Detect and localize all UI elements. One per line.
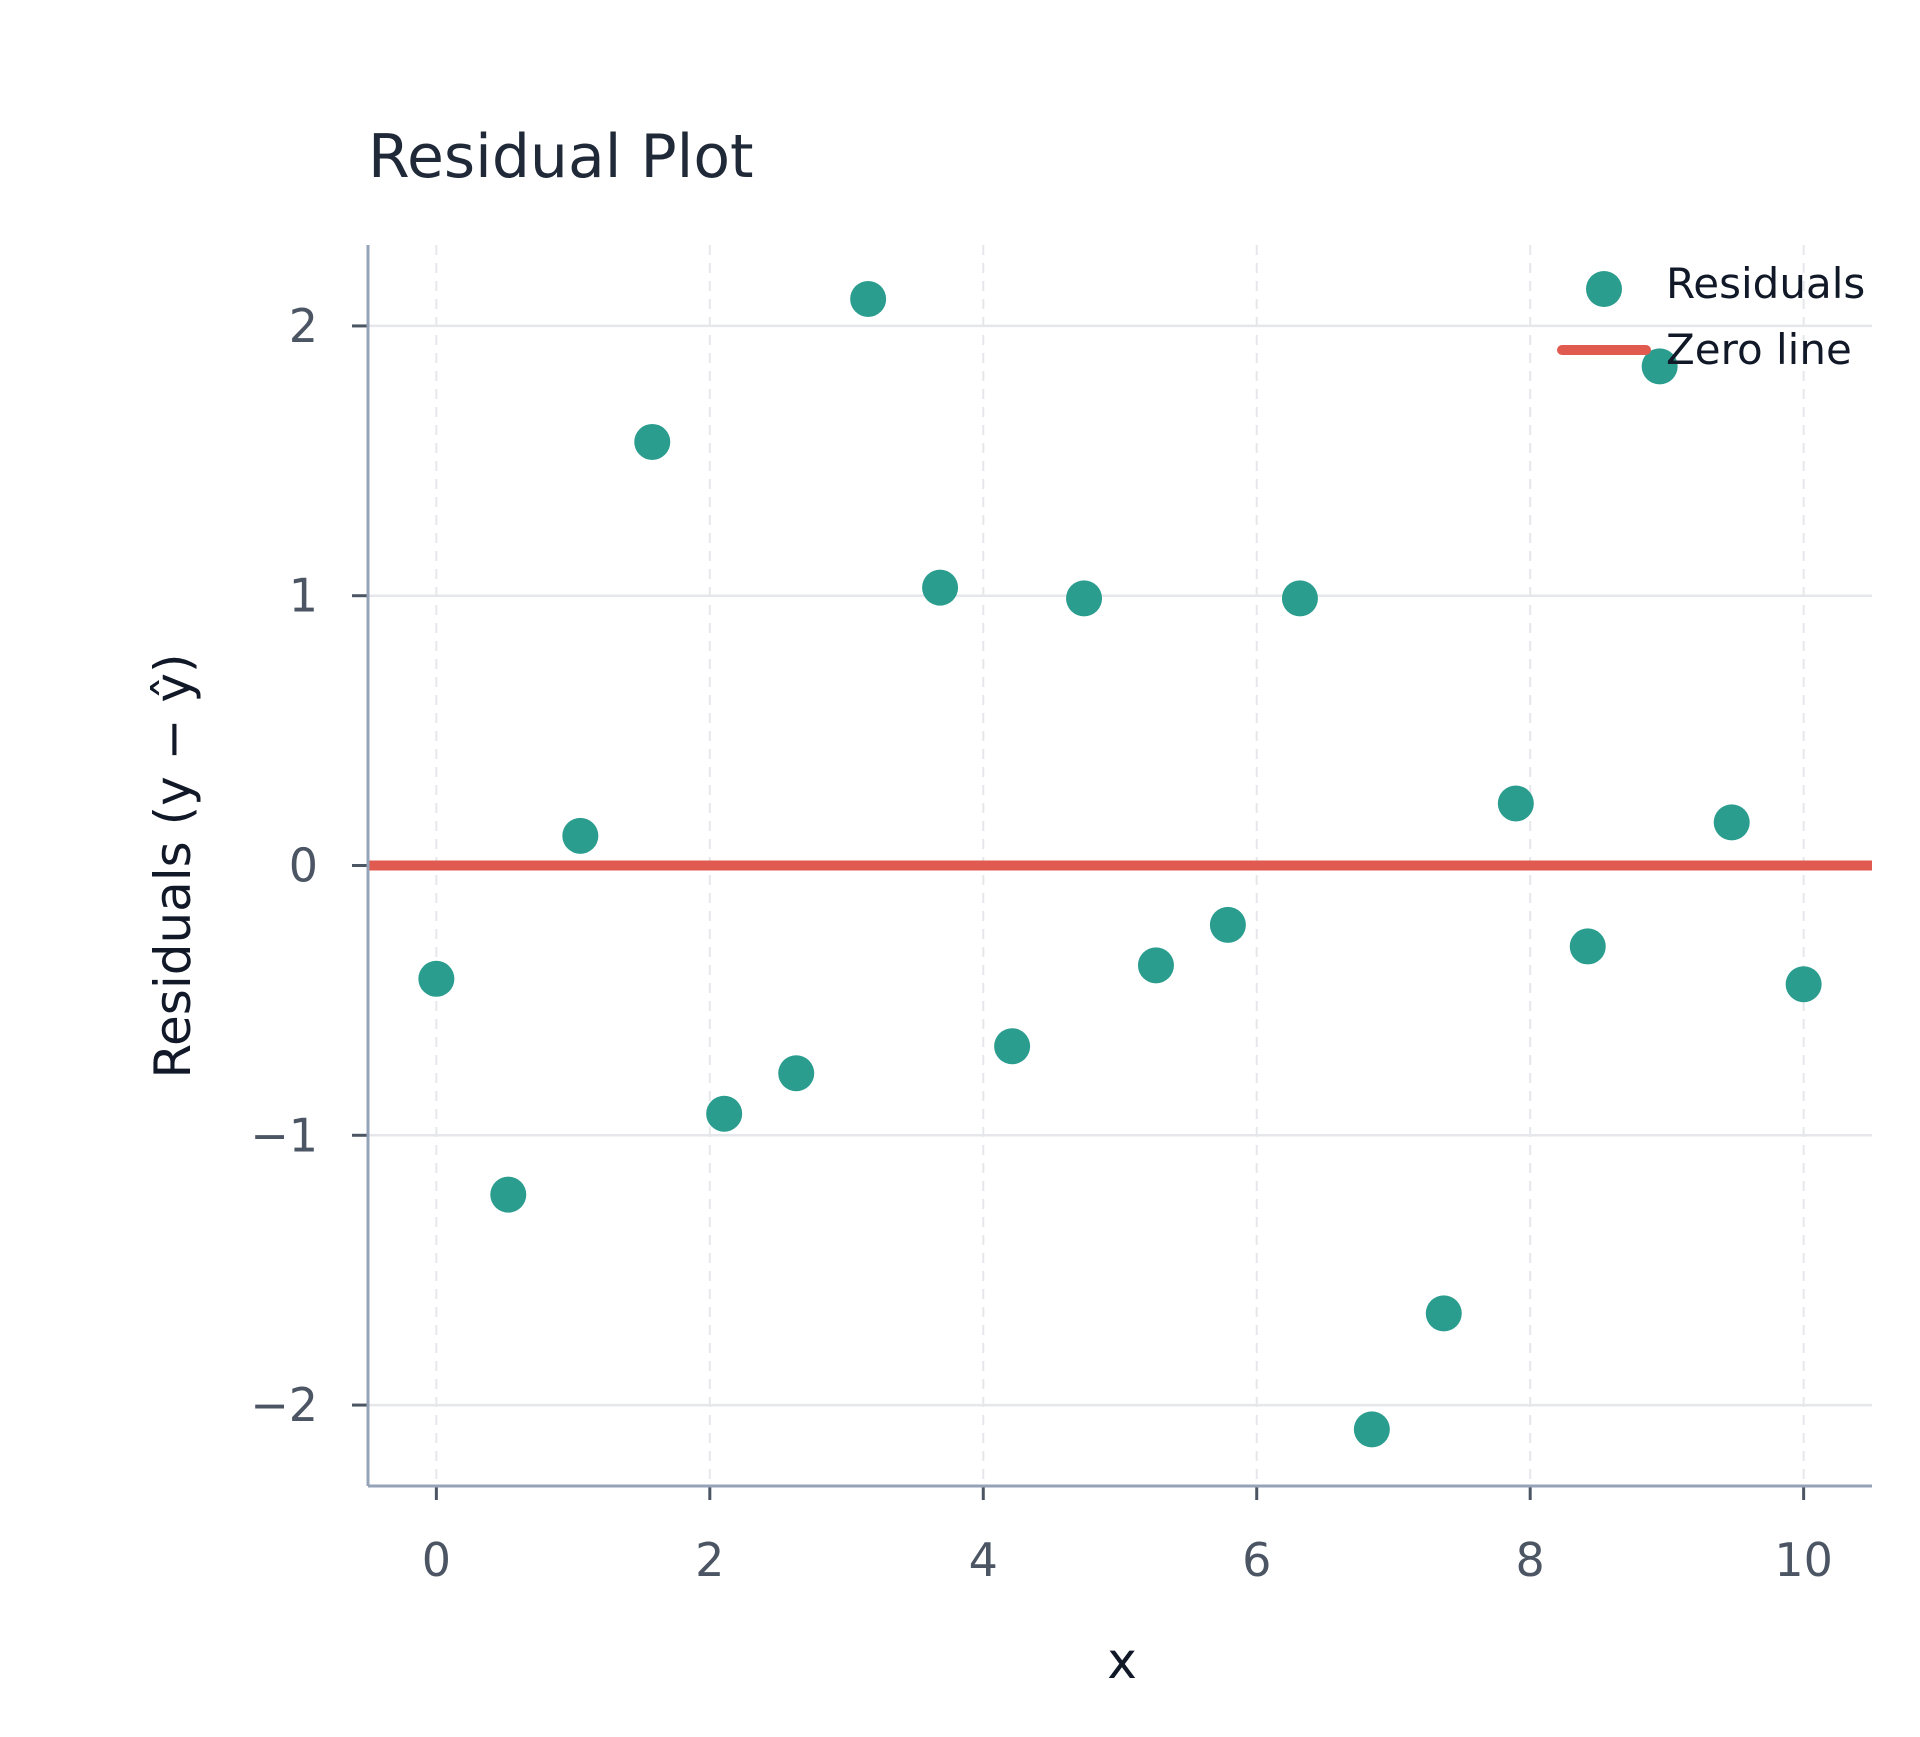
residual-point (1785, 966, 1822, 1003)
x-tick-label: 10 (1774, 1533, 1833, 1587)
y-tick-label: −1 (250, 1108, 318, 1162)
residual-point (1066, 580, 1103, 617)
legend: Residuals Zero line (1557, 259, 1865, 374)
y-tick-label: 0 (289, 839, 318, 893)
x-tick-label: 6 (1242, 1533, 1271, 1587)
x-tick-label: 0 (422, 1533, 451, 1587)
scatter-points (418, 280, 1822, 1448)
legend-label-zero-line: Zero line (1666, 325, 1852, 374)
y-tick-label: −2 (250, 1378, 318, 1432)
residual-point (1209, 906, 1246, 943)
y-tick-label: 1 (289, 569, 318, 623)
residual-point (1713, 804, 1750, 841)
residual-point (490, 1176, 527, 1213)
residual-point (1137, 947, 1174, 984)
residual-point (418, 960, 455, 997)
residual-point (1425, 1295, 1462, 1332)
legend-label-residuals: Residuals (1666, 259, 1865, 308)
tick-labels: 0 2 4 6 8 10 −2 −1 0 1 2 (250, 299, 1833, 1587)
residual-point (562, 817, 599, 854)
residual-point (634, 423, 671, 460)
x-tick-label: 8 (1516, 1533, 1545, 1587)
x-axis-label: x (1107, 1632, 1137, 1690)
residual-point (994, 1028, 1031, 1065)
axes (352, 245, 1872, 1500)
y-axis-label: Residuals (y − ŷ) (144, 654, 202, 1079)
x-tick-label: 4 (969, 1533, 998, 1587)
residual-point (1281, 580, 1318, 617)
residual-point (1569, 928, 1606, 965)
residual-point (778, 1055, 815, 1092)
residual-point (922, 569, 959, 606)
legend-marker-residuals (1586, 271, 1622, 307)
residual-point (706, 1095, 743, 1132)
x-tick-label: 2 (695, 1533, 724, 1587)
residual-point (850, 280, 887, 317)
residual-point (1641, 348, 1678, 385)
residual-point (1497, 785, 1534, 822)
residual-point (1353, 1411, 1390, 1448)
chart-title: Residual Plot (368, 122, 754, 192)
y-tick-label: 2 (289, 299, 318, 353)
